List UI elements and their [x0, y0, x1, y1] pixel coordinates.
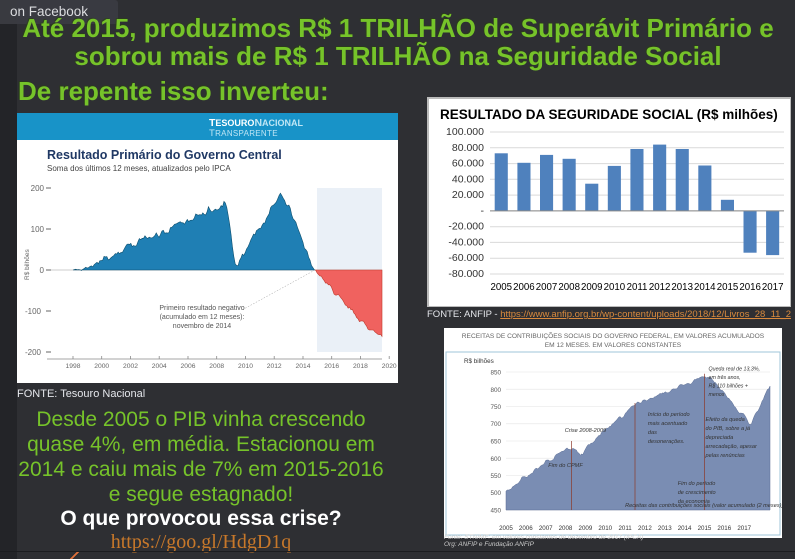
svg-text:2016: 2016: [739, 282, 761, 293]
svg-text:80.000: 80.000: [452, 142, 484, 154]
svg-text:100.000: 100.000: [446, 126, 484, 138]
svg-text:RESULTADO DA SEGURIDADE SOCIAL: RESULTADO DA SEGURIDADE SOCIAL (R$ milhõ…: [440, 107, 778, 122]
svg-text:2008: 2008: [559, 525, 573, 532]
svg-text:2006: 2006: [519, 525, 533, 532]
svg-text:100: 100: [31, 225, 45, 234]
svg-text:550: 550: [490, 473, 501, 480]
svg-text:2010: 2010: [238, 363, 253, 370]
svg-text:das: das: [648, 430, 657, 436]
svg-text:2012: 2012: [638, 525, 652, 532]
svg-text:-200: -200: [25, 348, 42, 357]
svg-text:2009: 2009: [579, 525, 593, 532]
svg-text:Receitas das contribuições soc: Receitas das contribuições sociais (valo…: [625, 503, 782, 509]
svg-text:-100: -100: [25, 307, 42, 316]
svg-text:800: 800: [490, 387, 501, 394]
svg-text:2015: 2015: [717, 282, 739, 293]
svg-text:500: 500: [490, 490, 501, 497]
svg-text:2011: 2011: [627, 282, 648, 293]
svg-text:2008: 2008: [558, 282, 580, 293]
svg-text:R$ bilhões: R$ bilhões: [464, 358, 494, 365]
svg-text:1998: 1998: [66, 363, 81, 370]
svg-text:2002: 2002: [123, 363, 138, 370]
svg-text:60.000: 60.000: [452, 158, 484, 170]
svg-text:2006: 2006: [513, 282, 535, 293]
svg-text:2000: 2000: [94, 363, 109, 370]
svg-text:desonerações.: desonerações.: [648, 439, 685, 445]
svg-text:600: 600: [490, 456, 501, 463]
svg-text:2010: 2010: [598, 525, 612, 532]
svg-text:Resultado Primário do Governo: Resultado Primário do Governo Central: [47, 148, 282, 162]
svg-text:450: 450: [490, 508, 501, 515]
svg-text:Crise 2008-2009: Crise 2008-2009: [565, 428, 606, 434]
svg-text:2006: 2006: [181, 363, 196, 370]
svg-text:2014: 2014: [296, 363, 311, 370]
svg-text:2012: 2012: [267, 363, 282, 370]
svg-text:-60.000: -60.000: [448, 252, 484, 264]
svg-text:-20.000: -20.000: [448, 221, 484, 233]
svg-text:Soma dos últimos 12 meses, atu: Soma dos últimos 12 meses, atualizados p…: [47, 164, 231, 173]
svg-text:Queda real de 13,3%,: Queda real de 13,3%,: [709, 366, 761, 372]
svg-text:2007: 2007: [536, 282, 558, 293]
svg-text:2016: 2016: [717, 525, 731, 532]
svg-text:-80.000: -80.000: [448, 268, 484, 280]
svg-text:novembro de 2014: novembro de 2014: [173, 323, 231, 330]
svg-text:2018: 2018: [353, 363, 368, 370]
svg-text:EM 12 MESES. EM VALORES CONST: EM 12 MESES. EM VALORES CONSTANTES: [545, 342, 682, 349]
svg-text:2005: 2005: [491, 282, 513, 293]
svg-text:750: 750: [490, 404, 501, 411]
svg-text:200: 200: [31, 184, 45, 193]
svg-text:2011: 2011: [618, 525, 632, 532]
svg-text:Efeito da queda: Efeito da queda: [706, 417, 745, 423]
svg-text:do PIB, sobre a já: do PIB, sobre a já: [706, 426, 750, 432]
svg-text:2014: 2014: [678, 525, 692, 532]
svg-text:TRANSPARENTE: TRANSPARENTE: [209, 128, 278, 139]
svg-text:0: 0: [40, 266, 45, 275]
svg-text:pelas renúncias: pelas renúncias: [705, 453, 745, 459]
svg-text:850: 850: [490, 370, 501, 377]
svg-text:2007: 2007: [539, 525, 553, 532]
svg-text:mais acentuado: mais acentuado: [648, 421, 688, 427]
svg-text:2012: 2012: [649, 282, 671, 293]
svg-text:Primeiro resultado negativo: Primeiro resultado negativo: [159, 305, 244, 312]
svg-text:Início do período: Início do período: [648, 412, 690, 418]
svg-text:2017: 2017: [762, 282, 784, 293]
svg-text:de crescimento: de crescimento: [678, 490, 716, 496]
svg-text:2008: 2008: [209, 363, 224, 370]
svg-text:2016: 2016: [324, 363, 339, 370]
svg-text:2009: 2009: [581, 282, 603, 293]
svg-text:R$ bilhões: R$ bilhões: [24, 249, 31, 280]
svg-text:2013: 2013: [658, 525, 672, 532]
svg-text:R$ 110 bilhões +: R$ 110 bilhões +: [709, 383, 749, 389]
svg-text:arrecadação, apesar: arrecadação, apesar: [706, 444, 758, 450]
svg-text:Fim do período: Fim do período: [678, 481, 716, 487]
svg-text:RECEITAS DE CONTRIBUIÇÕES SOCI: RECEITAS DE CONTRIBUIÇÕES SOCIAIS DO GOV…: [462, 331, 765, 340]
svg-text:700: 700: [490, 421, 501, 428]
svg-text:2015: 2015: [698, 525, 712, 532]
svg-text:2013: 2013: [671, 282, 693, 293]
svg-text:-: -: [481, 205, 485, 217]
svg-text:20.000: 20.000: [452, 189, 484, 201]
svg-text:40.000: 40.000: [452, 173, 484, 185]
svg-text:Fim do CPMF: Fim do CPMF: [548, 463, 583, 469]
svg-text:2014: 2014: [694, 282, 716, 293]
svg-text:2005: 2005: [499, 525, 513, 532]
svg-text:depreciada: depreciada: [706, 435, 734, 441]
svg-text:2017: 2017: [737, 525, 751, 532]
svg-text:650: 650: [490, 439, 501, 446]
svg-text:(acumulado em 12 meses):: (acumulado em 12 meses):: [160, 314, 245, 321]
svg-text:2010: 2010: [604, 282, 626, 293]
svg-text:2004: 2004: [152, 363, 167, 370]
svg-text:TESOURONACIONAL: TESOURONACIONAL: [209, 117, 304, 129]
svg-text:2020: 2020: [382, 363, 397, 370]
svg-text:menos: menos: [709, 392, 725, 398]
svg-text:-40.000: -40.000: [448, 236, 484, 248]
svg-text:em três anos,: em três anos,: [709, 375, 741, 381]
